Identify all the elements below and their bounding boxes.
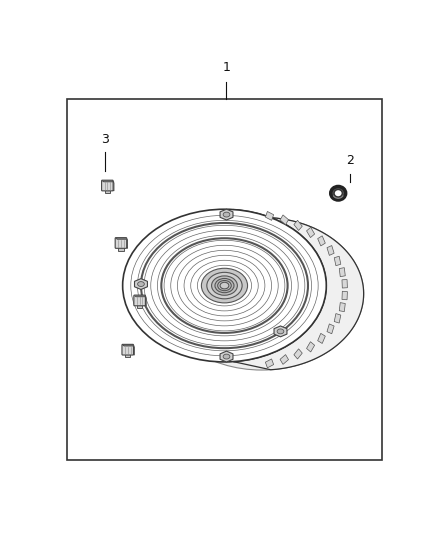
Ellipse shape bbox=[160, 217, 364, 370]
FancyBboxPatch shape bbox=[115, 238, 127, 248]
Polygon shape bbox=[145, 296, 146, 306]
Text: 1: 1 bbox=[222, 61, 230, 74]
FancyBboxPatch shape bbox=[318, 236, 325, 246]
Polygon shape bbox=[116, 238, 127, 239]
Ellipse shape bbox=[218, 280, 231, 290]
Bar bbox=[118, 246, 124, 251]
FancyBboxPatch shape bbox=[307, 342, 314, 352]
FancyBboxPatch shape bbox=[122, 344, 134, 355]
Ellipse shape bbox=[201, 268, 247, 303]
Ellipse shape bbox=[212, 276, 237, 295]
Ellipse shape bbox=[220, 282, 229, 289]
Polygon shape bbox=[134, 279, 148, 289]
FancyBboxPatch shape bbox=[265, 359, 274, 368]
Polygon shape bbox=[126, 238, 127, 248]
Polygon shape bbox=[134, 296, 146, 297]
Polygon shape bbox=[233, 209, 364, 370]
FancyBboxPatch shape bbox=[294, 220, 302, 230]
Ellipse shape bbox=[215, 278, 234, 293]
Ellipse shape bbox=[223, 212, 230, 217]
Text: 2: 2 bbox=[346, 155, 354, 167]
FancyBboxPatch shape bbox=[294, 349, 302, 359]
Bar bbox=[67, 99, 382, 460]
Bar bbox=[125, 353, 131, 358]
Polygon shape bbox=[133, 345, 134, 355]
FancyBboxPatch shape bbox=[134, 295, 145, 306]
Polygon shape bbox=[123, 345, 134, 346]
Bar bbox=[137, 304, 142, 308]
FancyBboxPatch shape bbox=[327, 246, 334, 255]
FancyBboxPatch shape bbox=[318, 333, 325, 343]
Ellipse shape bbox=[223, 354, 230, 359]
Polygon shape bbox=[220, 351, 233, 362]
Ellipse shape bbox=[123, 209, 326, 362]
FancyBboxPatch shape bbox=[334, 256, 341, 266]
Polygon shape bbox=[220, 209, 233, 220]
FancyBboxPatch shape bbox=[339, 303, 345, 312]
Polygon shape bbox=[113, 181, 114, 191]
FancyBboxPatch shape bbox=[307, 227, 314, 238]
FancyBboxPatch shape bbox=[342, 279, 347, 288]
FancyBboxPatch shape bbox=[327, 324, 334, 334]
Ellipse shape bbox=[138, 281, 145, 287]
Polygon shape bbox=[274, 326, 287, 337]
Polygon shape bbox=[102, 181, 114, 182]
Bar bbox=[105, 189, 110, 193]
FancyBboxPatch shape bbox=[280, 354, 289, 365]
Ellipse shape bbox=[277, 329, 284, 334]
Ellipse shape bbox=[207, 272, 242, 299]
FancyBboxPatch shape bbox=[265, 212, 274, 220]
Ellipse shape bbox=[331, 187, 346, 200]
FancyBboxPatch shape bbox=[342, 291, 347, 300]
FancyBboxPatch shape bbox=[102, 180, 113, 191]
Text: 3: 3 bbox=[101, 133, 109, 146]
Bar bbox=[224, 284, 238, 288]
Ellipse shape bbox=[334, 190, 343, 197]
FancyBboxPatch shape bbox=[280, 215, 289, 225]
FancyBboxPatch shape bbox=[334, 313, 341, 323]
FancyBboxPatch shape bbox=[339, 268, 345, 277]
